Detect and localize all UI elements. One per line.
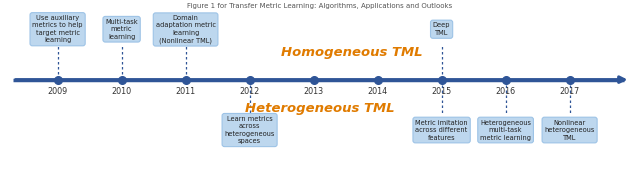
Text: 2010: 2010	[111, 87, 132, 96]
Text: 2011: 2011	[175, 87, 196, 96]
Text: 2009: 2009	[47, 87, 68, 96]
Text: 2014: 2014	[367, 87, 388, 96]
Text: Homogeneous TML: Homogeneous TML	[281, 46, 423, 59]
Text: 2013: 2013	[303, 87, 324, 96]
Text: Nonlinear
heterogeneous
TML: Nonlinear heterogeneous TML	[545, 120, 595, 140]
Text: Deep
TML: Deep TML	[433, 22, 451, 36]
Text: 2016: 2016	[495, 87, 516, 96]
Text: 2017: 2017	[559, 87, 580, 96]
Text: Heterogeneous TML: Heterogeneous TML	[245, 102, 395, 115]
Text: Heterogeneous
multi-task
metric learning: Heterogeneous multi-task metric learning	[480, 120, 531, 140]
Text: Multi-task
metric
learning: Multi-task metric learning	[106, 19, 138, 40]
Text: Learn metrics
across
heterogeneous
spaces: Learn metrics across heterogeneous space…	[225, 116, 275, 144]
Text: Figure 1 for Transfer Metric Learning: Algorithms, Applications and Outlooks: Figure 1 for Transfer Metric Learning: A…	[188, 3, 452, 9]
Text: 2015: 2015	[431, 87, 452, 96]
Text: Metric imitation
across different
features: Metric imitation across different featur…	[415, 120, 468, 140]
Text: Use auxiliary
metrics to help
target metric
learning: Use auxiliary metrics to help target met…	[33, 15, 83, 43]
Text: 2012: 2012	[239, 87, 260, 96]
Text: Domain
adaptation metric
learning
(Nonlinear TML): Domain adaptation metric learning (Nonli…	[156, 15, 216, 44]
